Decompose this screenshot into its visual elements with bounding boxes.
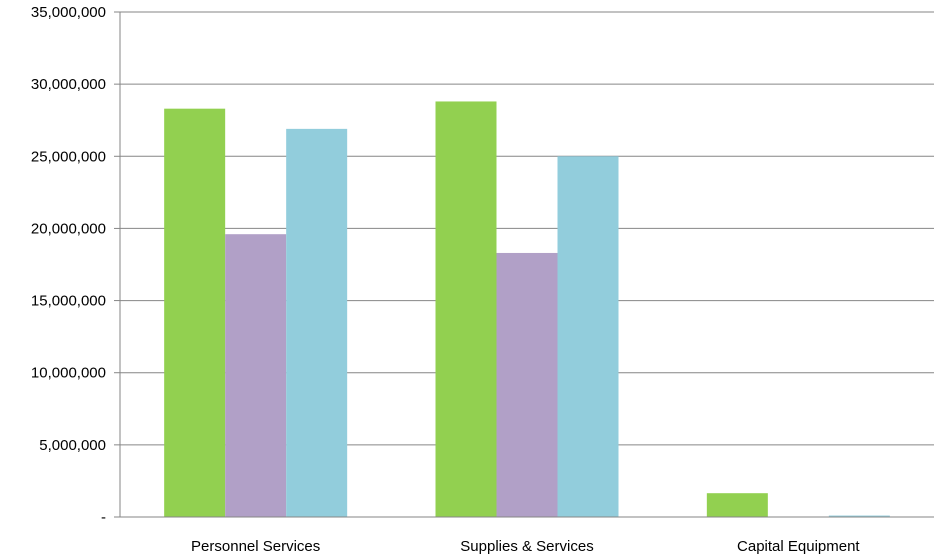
x-category-labels: Personnel Services Supplies & Services Cap… [191, 538, 860, 555]
x-category-label: Supplies & Services [460, 538, 593, 555]
y-tick-label: 20,000,000 [31, 220, 106, 237]
x-category-label: Capital Equipment [737, 538, 860, 555]
y-tick-label: 25,000,000 [31, 148, 106, 165]
y-tick-label: 15,000,000 [31, 293, 106, 310]
y-tick-label: 35,000,000 [31, 4, 106, 21]
bar [164, 108, 226, 518]
bar [496, 252, 558, 517]
bar [557, 156, 619, 518]
bar [286, 128, 348, 517]
y-tick-labels: - 5,000,000 10,000,000 15,000,000 20,000,000… [31, 4, 106, 526]
y-tick-label: 30,000,000 [31, 76, 106, 93]
y-tick-label: 10,000,000 [31, 365, 106, 382]
bar [706, 493, 768, 517]
y-tick-label: - [101, 509, 106, 526]
bar [828, 515, 890, 517]
y-tick-label: 5,000,000 [39, 437, 106, 454]
axes [114, 11, 934, 518]
bars [164, 101, 890, 518]
bar [435, 101, 497, 517]
bar [225, 234, 287, 517]
x-category-label: Personnel Services [191, 538, 320, 555]
